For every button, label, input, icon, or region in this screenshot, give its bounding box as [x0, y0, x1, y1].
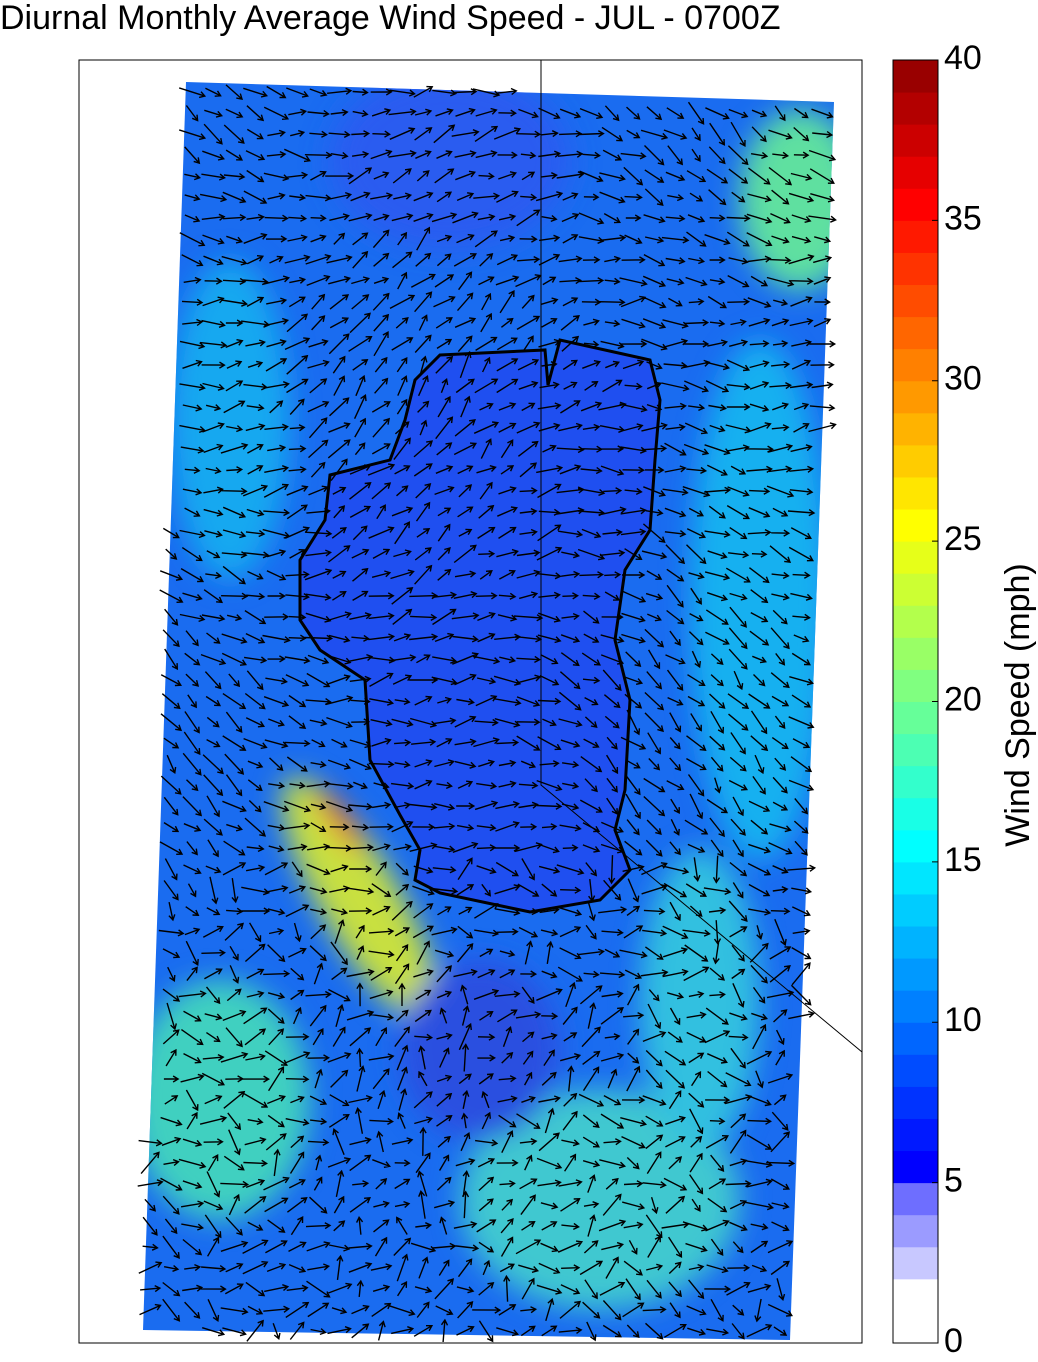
wind-arrows — [137, 84, 837, 1343]
colorbar-segment — [893, 412, 938, 446]
colorbar-segment — [893, 476, 938, 510]
colorbar-segment — [893, 637, 938, 670]
colorbar-segment — [893, 1086, 938, 1119]
colorbar-segment — [893, 252, 938, 286]
colorbar-segment — [893, 316, 938, 350]
colorbar-segment — [893, 958, 938, 991]
wind-field — [143, 82, 834, 1340]
colorbar-tick-label: 25 — [944, 520, 982, 558]
colorbar-tick-label: 0 — [944, 1322, 963, 1360]
colorbar-segment — [893, 1214, 938, 1248]
colorbar-segment — [893, 573, 938, 606]
colorbar-segment — [893, 733, 938, 767]
colorbar-segment — [893, 669, 938, 702]
colorbar-segment — [893, 220, 938, 253]
colorbar-segment — [893, 1054, 938, 1087]
colorbar-segment — [893, 893, 938, 927]
colorbar-segment — [893, 1150, 938, 1184]
colorbar-tick-label: 30 — [944, 360, 982, 398]
colorbar-segment — [893, 1182, 938, 1216]
colorbar-segment — [893, 541, 938, 574]
colorbar-segment — [893, 1246, 938, 1280]
colorbar-segment — [893, 861, 938, 895]
colorbar-tick-label: 10 — [944, 1001, 982, 1039]
colorbar-tick-label: 35 — [944, 199, 982, 237]
colorbar — [893, 60, 938, 1344]
colorbar-segment — [893, 380, 938, 414]
colorbar-segment — [893, 990, 938, 1023]
colorbar-segment — [893, 1310, 938, 1344]
colorbar-tick-label: 20 — [944, 680, 982, 718]
colorbar-segment — [893, 829, 938, 863]
state-boundary — [540, 60, 863, 1053]
colorbar-segment — [893, 60, 938, 93]
colorbar-tick-label: 40 — [944, 39, 982, 77]
colorbar-segment — [893, 509, 938, 542]
colorbar-segment — [893, 284, 938, 318]
colorbar-segment — [893, 188, 938, 221]
colorbar-segment — [893, 444, 938, 478]
colorbar-segment — [893, 1118, 938, 1152]
colorbar-segment — [893, 765, 938, 799]
colorbar-segment — [893, 1278, 938, 1312]
colorbar-tick-label: 5 — [944, 1162, 963, 1200]
colorbar-segment — [893, 797, 938, 831]
colorbar-segment — [893, 156, 938, 189]
colorbar-segment — [893, 701, 938, 735]
colorbar-segment — [893, 124, 938, 157]
title: Diurnal Monthly Average Wind Speed - JUL… — [0, 0, 781, 37]
colorbar-segment — [893, 926, 938, 959]
colorbar-segment — [893, 92, 938, 125]
colorbar-segment — [893, 605, 938, 638]
colorbar-segment — [893, 348, 938, 382]
colorbar-label: Wind Speed (mph) — [999, 563, 1037, 846]
colorbar-tick-label: 15 — [944, 841, 982, 879]
colorbar-segment — [893, 1022, 938, 1055]
